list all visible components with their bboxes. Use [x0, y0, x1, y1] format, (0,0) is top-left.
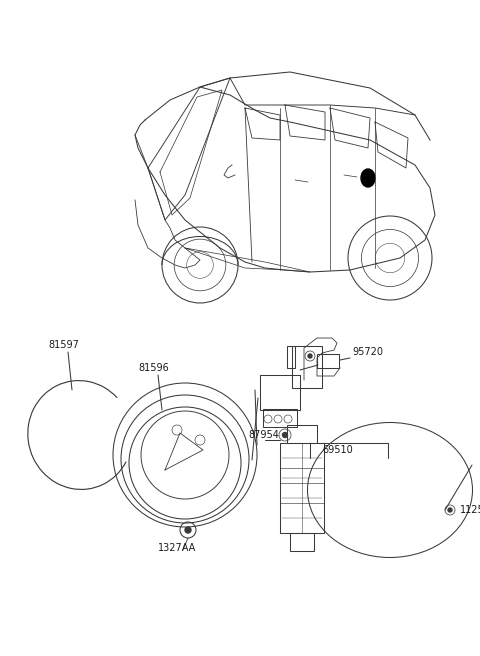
Ellipse shape [361, 169, 375, 187]
Text: 87954: 87954 [248, 430, 279, 440]
Circle shape [308, 354, 312, 358]
Bar [287, 425, 317, 443]
Bar [280, 443, 324, 533]
Text: 69510: 69510 [323, 445, 353, 455]
Text: 1125AC: 1125AC [460, 505, 480, 515]
Circle shape [185, 527, 191, 533]
Bar [287, 346, 295, 368]
Text: 81596: 81596 [138, 363, 169, 373]
Text: 95720: 95720 [352, 347, 383, 357]
Text: 81597: 81597 [48, 340, 79, 350]
Circle shape [448, 508, 452, 512]
Text: 1327AA: 1327AA [158, 543, 196, 553]
Bar [317, 354, 339, 368]
Bar [263, 409, 297, 427]
Bar [260, 375, 300, 410]
Circle shape [283, 432, 288, 438]
Bar [292, 346, 322, 388]
Bar [290, 533, 314, 551]
